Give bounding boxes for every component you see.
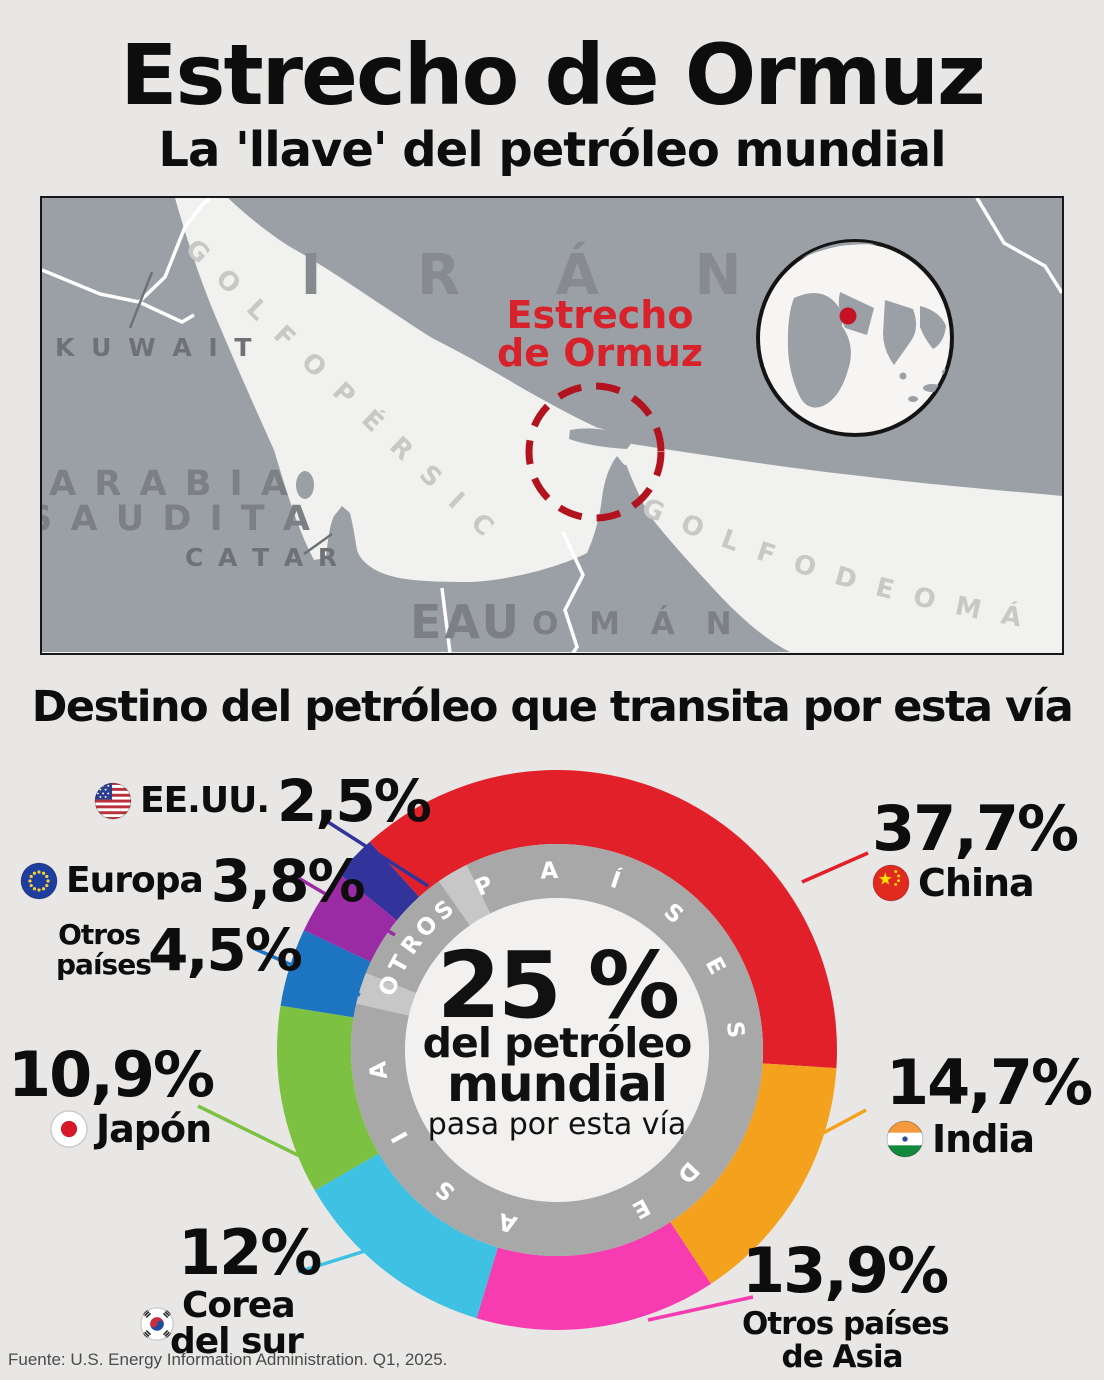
qeshm-island xyxy=(569,428,634,449)
label-arabia-2: S A U D I T A xyxy=(42,499,313,539)
segment-name-otros-asia-line1: Otros países xyxy=(742,1306,950,1342)
small-island xyxy=(651,408,657,414)
ring-letter: A xyxy=(365,1060,393,1081)
eu-flag-icon xyxy=(20,862,58,900)
segment-value-china: 37,7% xyxy=(872,792,1079,865)
segment-value-corea: 12% xyxy=(178,1216,322,1289)
ring-arc-otros xyxy=(366,881,470,994)
china-flag-icon xyxy=(872,864,910,902)
label-iran: I R Á N xyxy=(301,243,780,308)
leader-line-corea-del-sur xyxy=(297,1228,433,1274)
us-flag-icon xyxy=(94,782,132,820)
ring-letter: S xyxy=(721,1020,749,1039)
land-mass xyxy=(42,198,790,652)
segment-value-otros: 4,5% xyxy=(148,916,303,985)
center-line1: del petróleo xyxy=(423,1019,692,1067)
leader-line-otros-pa-ses-de-asia xyxy=(647,1295,754,1322)
page-subtitle: La 'llave' del petróleo mundial xyxy=(158,122,946,178)
label-eau: EAU xyxy=(410,595,522,649)
japan-flag-icon xyxy=(50,1110,88,1148)
donut-segment-otros-pa-ses-de-asia xyxy=(476,1222,711,1330)
segment-name-otros-line1: Otros xyxy=(58,918,141,951)
segment-name-eeuu: EE.UU. xyxy=(140,780,270,821)
donut-segment-india xyxy=(670,1063,837,1284)
india-flag-icon xyxy=(886,1120,924,1158)
border-saudi-uae xyxy=(440,587,452,654)
segment-value-eeuu: 2,5% xyxy=(277,767,432,835)
border-kuwait-saudi xyxy=(138,300,195,324)
label-block-china: 37,7% China xyxy=(872,792,1079,905)
border-iran-east xyxy=(975,197,1064,294)
label-block-europa: Europa 3,8% xyxy=(20,847,366,915)
ring-letter: A xyxy=(540,858,559,885)
segment-name-india: India xyxy=(932,1117,1035,1161)
leader-line-ee-uu- xyxy=(327,820,429,888)
center-line2: mundial xyxy=(447,1055,667,1113)
donut-segment-otros-pa-ses xyxy=(280,930,371,1018)
segment-name-japon: Japón xyxy=(96,1107,212,1151)
segment-name-europa: Europa xyxy=(66,860,204,901)
label-catar: C A T A R xyxy=(185,543,340,572)
callout-estrecho-line2: de Ormuz xyxy=(497,331,703,375)
donut-arcs xyxy=(277,769,838,1330)
label-block-corea: 12% Corea del sur xyxy=(140,1216,322,1362)
segment-name-otros-asia-line2: de Asia xyxy=(781,1339,904,1376)
label-block-otros-asia: 13,9% Otros países de Asia xyxy=(742,1234,950,1376)
border-uae-oman xyxy=(561,531,585,654)
bahrain-island xyxy=(296,471,314,499)
label-block-india: 14,7% India xyxy=(886,1046,1093,1161)
leader-line-otros-pa-ses xyxy=(252,946,361,997)
leader-line-china xyxy=(801,851,869,884)
segment-value-india: 14,7% xyxy=(886,1046,1093,1119)
small-island xyxy=(640,416,646,422)
leader-line-europa xyxy=(294,874,396,937)
donut-segment-jap-n xyxy=(277,1005,379,1191)
label-block-eeuu: EE.UU. 2,5% xyxy=(94,767,432,835)
kuwait-pointer-line xyxy=(128,271,154,329)
globe-location-dot xyxy=(839,307,857,325)
leader-lines xyxy=(197,820,869,1322)
donut-center-circle xyxy=(405,898,709,1202)
segment-name-corea-line1: Corea xyxy=(182,1285,296,1326)
label-block-otros-paises: Otros países 4,5% xyxy=(56,916,303,985)
donut-segment-ee-uu- xyxy=(339,841,420,921)
label-kuwait: K U W A I T xyxy=(55,333,255,362)
segment-value-japon: 10,9% xyxy=(8,1038,215,1111)
label-oman: O M Á N xyxy=(532,606,742,642)
segment-value-otros-asia: 13,9% xyxy=(742,1234,949,1307)
segment-name-corea-line2: del sur xyxy=(170,1321,304,1362)
globe-inset xyxy=(756,239,954,437)
donut-segment-corea-del-sur xyxy=(314,1153,498,1319)
catar-pointer-line xyxy=(303,532,333,556)
label-block-japon: 10,9% Japón xyxy=(8,1038,215,1151)
segment-name-china: China xyxy=(918,861,1035,905)
leader-line-jap-n xyxy=(197,1104,319,1167)
page-title: Estrecho de Ormuz xyxy=(120,26,986,124)
center-line3: pasa por esta vía xyxy=(428,1107,687,1142)
segment-name-otros-line2: países xyxy=(56,948,152,982)
leader-line-india xyxy=(787,1108,867,1154)
center-value: 25 % xyxy=(437,932,678,1039)
chart-title: Destino del petróleo que transita por es… xyxy=(31,682,1074,732)
donut-segment-china xyxy=(369,769,838,1069)
segment-value-europa: 3,8% xyxy=(210,847,366,915)
border-kuwait-iraq xyxy=(41,196,212,304)
strait-dashed-circle xyxy=(525,382,665,522)
label-arabia-1: A R A B I A xyxy=(49,464,291,504)
source-note: Fuente: U.S. Energy Information Administ… xyxy=(8,1350,448,1369)
callout-estrecho-line1: Estrecho xyxy=(507,293,694,337)
persian-gulf-map: I R Á N K U W A I T A R A B I A S A U D … xyxy=(27,175,1064,654)
map-panel: I R Á N K U W A I T A R A B I A S A U D … xyxy=(27,175,1064,655)
south-korea-flag-icon xyxy=(140,1307,174,1341)
